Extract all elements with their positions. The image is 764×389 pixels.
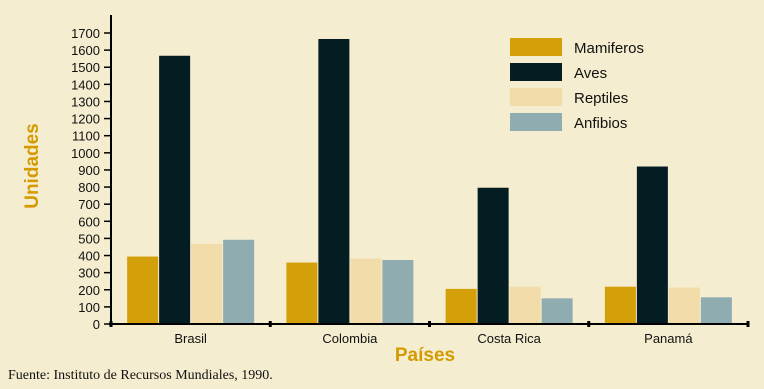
y-tick-label: 1600 [71, 43, 100, 58]
bar-anfibios-panamá [700, 297, 732, 324]
source-note: Fuente: Instituto de Recursos Mundiales,… [8, 368, 273, 383]
legend-swatch-reptiles [510, 88, 562, 106]
y-tick-label: 0 [93, 317, 100, 332]
bar-mamiferos-costa-rica [445, 288, 477, 324]
y-tick-label: 900 [78, 163, 100, 178]
x-axis-title: Países [395, 345, 455, 365]
bar-reptiles-colombia [350, 258, 382, 324]
y-tick-label: 700 [78, 197, 100, 212]
x-tick-label: Costa Rica [477, 331, 541, 346]
y-tick-label: 600 [78, 214, 100, 229]
legend: Mamiferos Aves Reptiles Anfibios [510, 38, 644, 132]
y-tick-label: 1100 [72, 129, 100, 144]
y-tick-label: 1400 [71, 77, 100, 92]
y-axis-title: Unidades [22, 123, 43, 209]
y-tick-label: 1000 [71, 146, 100, 161]
y-tick-label: 1700 [71, 26, 100, 41]
y-tick-label: 1300 [71, 94, 100, 109]
x-tick-label: Panamá [644, 331, 693, 346]
y-tick-label: 500 [78, 231, 100, 246]
bar-anfibios-costa-rica [541, 298, 573, 324]
bar-mamiferos-colombia [286, 262, 318, 324]
y-tick-label: 1500 [71, 60, 100, 75]
y-tick-label: 400 [78, 249, 100, 264]
y-tick-label: 1200 [71, 112, 100, 127]
bar-mamiferos-panamá [604, 286, 636, 324]
bar-anfibios-colombia [382, 259, 414, 324]
legend-label-aves: Aves [574, 65, 607, 82]
bar-mamiferos-brasil [127, 256, 159, 324]
bar-reptiles-brasil [191, 243, 223, 324]
bar-anfibios-brasil [223, 239, 255, 324]
bar-aves-panamá [636, 166, 668, 324]
bar-aves-colombia [318, 38, 350, 324]
y-tick-label: 300 [78, 266, 100, 281]
bar-aves-costa-rica [477, 187, 509, 324]
x-tick-label: Colombia [322, 331, 378, 346]
legend-label-reptiles: Reptiles [574, 90, 628, 107]
y-tick-label: 100 [78, 300, 100, 315]
y-tick-label: 800 [78, 180, 100, 195]
legend-swatch-anfibios [510, 113, 562, 131]
legend-swatch-aves [510, 63, 562, 81]
bar-chart: 0 100 200 300 400 500 600 700 800 900 1000 1100 1200… [22, 15, 750, 365]
bar-reptiles-costa-rica [509, 286, 541, 324]
legend-label-mamiferos: Mamiferos [574, 40, 644, 57]
x-tick-label: Brasil [174, 331, 207, 346]
bar-reptiles-panamá [668, 287, 700, 324]
y-tick-label: 200 [78, 283, 100, 298]
y-ticks-layer: 0 100 200 300 400 500 600 700 800 900 1000 1100 1200… [71, 26, 111, 332]
legend-label-anfibios: Anfibios [574, 115, 627, 132]
x-categories-layer: Brasil Colombia Costa Rica Panamá [174, 331, 693, 346]
bars-layer [127, 38, 732, 324]
bar-aves-brasil [159, 55, 191, 324]
legend-swatch-mamiferos [510, 38, 562, 56]
